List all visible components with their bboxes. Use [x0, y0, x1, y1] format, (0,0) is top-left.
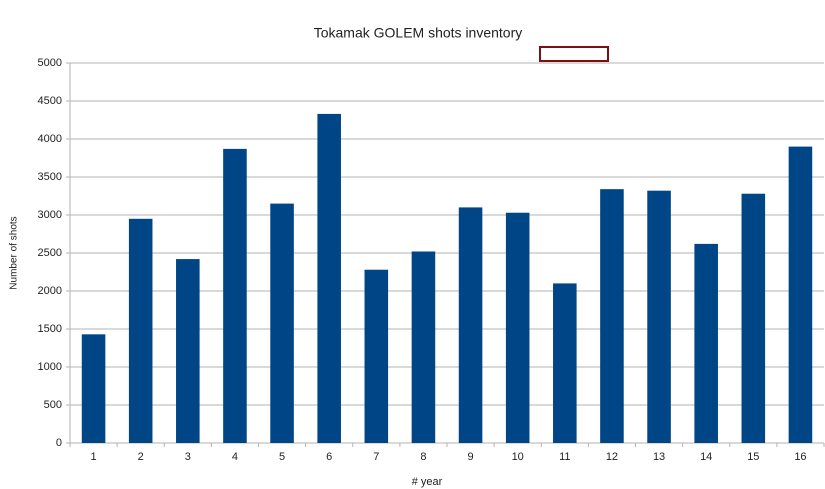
x-tick-label: 11: [559, 451, 570, 463]
y-axis-label: Number of shots: [9, 216, 20, 289]
y-tick-label: 2500: [38, 247, 62, 259]
x-tick-label: 13: [653, 451, 665, 463]
y-tick-label: 3000: [38, 209, 62, 221]
y-tick-label: 3500: [38, 171, 62, 183]
y-tick-label: 1000: [38, 361, 62, 373]
bar: [364, 269, 389, 443]
x-tick-label: 10: [512, 451, 524, 463]
x-tick-label: 15: [747, 451, 759, 463]
bar: [176, 259, 200, 443]
y-tick-label: 1500: [38, 323, 62, 335]
y-tick-label: 5000: [38, 57, 62, 69]
bar: [317, 113, 341, 444]
x-tick-label: 5: [279, 451, 285, 463]
x-tick-label: 7: [373, 451, 379, 463]
x-tick-label: 2: [138, 451, 144, 463]
x-tick-label: 16: [794, 451, 806, 463]
bar: [223, 148, 247, 443]
x-axis-label: # year: [412, 476, 443, 488]
x-tick-label: 6: [326, 451, 332, 463]
x-tick-label: 8: [420, 451, 426, 463]
bar: [128, 218, 153, 443]
x-tick-label: 14: [700, 451, 712, 463]
x-tick-label: 4: [232, 451, 238, 463]
bar: [81, 334, 106, 443]
y-tick-label: 4500: [38, 95, 62, 107]
bar: [505, 212, 530, 443]
bar: [694, 243, 718, 443]
bar: [458, 207, 483, 443]
bar: [741, 193, 766, 443]
x-tick-label: 3: [185, 451, 191, 463]
selection-box: [539, 46, 609, 62]
chart-title: Tokamak GOLEM shots inventory: [314, 25, 523, 41]
bar: [553, 283, 577, 443]
bar: [600, 189, 624, 443]
bar: [788, 146, 813, 443]
bar: [270, 203, 294, 443]
x-tick-label: 1: [91, 451, 97, 463]
y-tick-label: 500: [44, 399, 62, 411]
x-tick-label: 12: [606, 451, 618, 463]
y-tick-label: 0: [56, 437, 62, 449]
x-tick-label: 9: [468, 451, 474, 463]
y-tick-label: 2000: [38, 285, 62, 297]
bar: [647, 190, 671, 443]
bar: [411, 251, 436, 443]
y-tick-label: 4000: [38, 133, 62, 145]
